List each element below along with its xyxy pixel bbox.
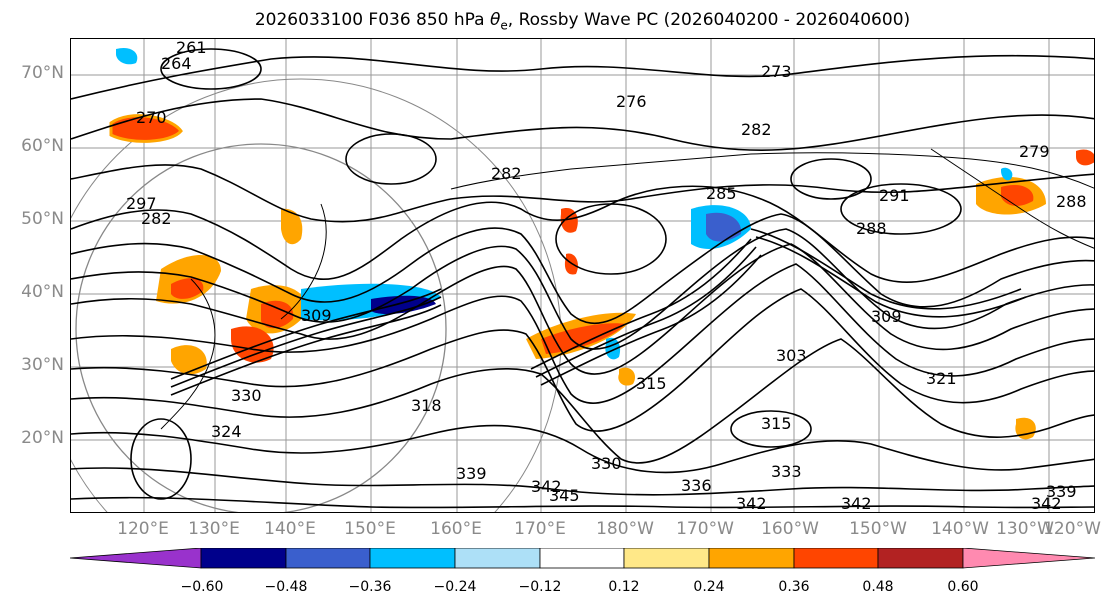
- contour-label: 339: [1046, 482, 1077, 501]
- colorbar-segment: [962, 548, 1095, 569]
- contour-label: 330: [591, 454, 622, 473]
- lon-label: 180°W: [596, 519, 654, 539]
- contour-label: 339: [456, 464, 487, 483]
- lon-label: 120°E: [117, 519, 169, 539]
- contour-label: 285: [706, 184, 737, 203]
- lon-label: 160°W: [761, 519, 819, 539]
- contour-label: 264: [161, 54, 192, 73]
- contour-label: 282: [141, 209, 172, 228]
- lat-label: 60°N: [21, 136, 64, 156]
- colorbar-segment: [539, 548, 625, 569]
- lon-label: 170°E: [514, 519, 566, 539]
- lon-label: 140°E: [264, 519, 316, 539]
- colorbar-tick-label: 0.24: [693, 579, 725, 595]
- contour-label: 270: [136, 108, 167, 127]
- contour-label: 297: [126, 194, 157, 213]
- lat-label: 50°N: [21, 209, 64, 229]
- contour-label: 336: [681, 476, 712, 495]
- contour-label: 261: [176, 39, 207, 57]
- colorbar-segment: [877, 548, 964, 569]
- colorbar-tick-label: 0.60: [947, 579, 979, 595]
- lon-label: 170°W: [676, 519, 734, 539]
- colorbar-tick-label: −0.60: [180, 579, 224, 595]
- lat-label: 20°N: [21, 428, 64, 448]
- range-circle: [75, 143, 447, 512]
- contour-label: 342: [1031, 494, 1062, 513]
- contour-label: 288: [856, 219, 887, 238]
- contour-label: 342: [736, 494, 767, 513]
- coastlines: [160, 148, 1094, 430]
- contour-label: 309: [301, 306, 332, 325]
- colorbar-segment: [369, 548, 456, 569]
- colorbar-segments: [70, 548, 1095, 569]
- lon-label: 120°W: [1043, 519, 1101, 539]
- graticule: [71, 39, 1094, 512]
- contour-label: 333: [771, 462, 802, 481]
- map-title: 2026033100 F036 850 hPa θe, Rossby Wave …: [254, 10, 911, 33]
- lon-label: 150°W: [849, 519, 907, 539]
- theta-e-contours: [71, 48, 1094, 509]
- lon-label: 150°E: [344, 519, 396, 539]
- contour-label: 342: [841, 494, 872, 513]
- lon-label: 160°E: [430, 519, 482, 539]
- colorbar-segment: [285, 548, 371, 569]
- contour-label: 309: [871, 307, 902, 326]
- map-panel: 261 264 270 273 276 279 282 282 282 285 …: [70, 38, 1095, 513]
- colorbar-tick-label: −0.36: [348, 579, 392, 595]
- contour-label: 342: [531, 477, 562, 496]
- contour-label: 318: [411, 396, 442, 415]
- colorbar-segment: [70, 548, 202, 569]
- colorbar-tick-label: −0.48: [264, 579, 308, 595]
- lon-label: 130°E: [188, 519, 240, 539]
- contour-label: 345: [549, 486, 580, 505]
- colorbar-segment: [200, 548, 287, 569]
- contour-label: 273: [761, 62, 792, 81]
- contour-label-layer: 261 264 270 273 276 279 282 282 282 285 …: [126, 39, 1087, 513]
- contour-label: 330: [231, 386, 262, 405]
- colorbar: [70, 548, 1095, 569]
- contour-label: 282: [741, 120, 772, 139]
- contour-label: 279: [1019, 142, 1050, 161]
- contour-label: 291: [879, 186, 910, 205]
- lat-label: 30°N: [21, 355, 64, 375]
- colorbar-segment: [793, 548, 879, 569]
- colorbar-tick-label: 0.48: [862, 579, 894, 595]
- lon-label: 130°W: [996, 519, 1054, 539]
- contour-label: 315: [761, 414, 792, 433]
- contour-label: 303: [776, 346, 807, 365]
- colorbar-tick-label: 0.36: [778, 579, 810, 595]
- contour-label: 288: [1056, 192, 1087, 211]
- contour-label: 324: [211, 422, 242, 441]
- colorbar-segment: [708, 548, 795, 569]
- colorbar-tick-label: −0.12: [518, 579, 562, 595]
- lon-label: 140°W: [931, 519, 989, 539]
- colorbar-segment: [623, 548, 710, 569]
- contour-label: 315: [636, 374, 667, 393]
- lat-label: 70°N: [21, 63, 64, 83]
- colorbar-segment: [454, 548, 541, 569]
- lat-label: 40°N: [21, 282, 64, 302]
- contour-label: 321: [926, 369, 957, 388]
- map-canvas: 261 264 270 273 276 279 282 282 282 285 …: [71, 39, 1094, 513]
- colorbar-tick-label: −0.24: [433, 579, 477, 595]
- contour-label: 276: [616, 92, 647, 111]
- colorbar-tick-label: 0.12: [608, 579, 640, 595]
- contour-label: 282: [491, 164, 522, 183]
